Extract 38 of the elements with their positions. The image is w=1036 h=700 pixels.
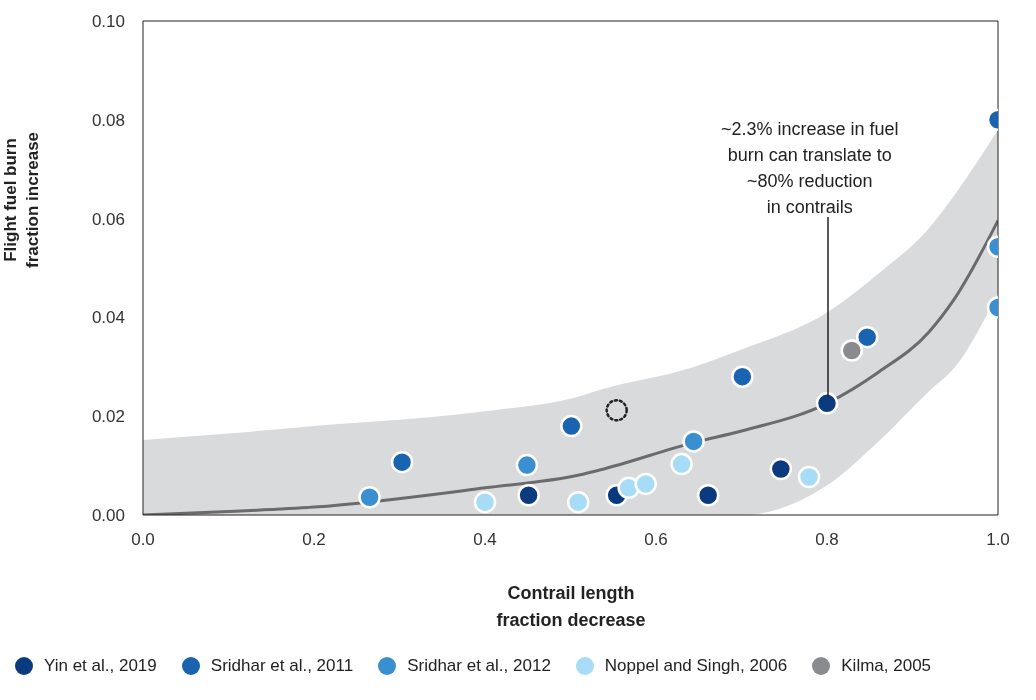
y-tick-label: 0.06	[91, 209, 125, 229]
x-tick-label: 0.6	[644, 530, 668, 550]
y-tick-label: 0.00	[91, 506, 125, 526]
point	[560, 414, 583, 438]
legend-label: Yin et al., 2019	[44, 656, 157, 676]
legend-label: Sridhar et al., 2011	[210, 656, 354, 676]
legend-label: Sridhar et al., 2012	[407, 656, 551, 676]
point	[731, 365, 754, 388]
x-tick-label: 1.0	[986, 530, 1010, 550]
x-tick-label: 0.4	[473, 530, 497, 550]
point	[797, 465, 821, 489]
x-tick-label: 0.2	[302, 530, 326, 550]
point	[670, 452, 693, 476]
point	[769, 457, 793, 481]
point	[605, 399, 628, 422]
y-tick-label: 0.08	[91, 110, 125, 130]
point	[634, 472, 657, 496]
x-tick-label: 0.0	[131, 530, 155, 550]
x-axis-title: Contrail length fraction decrease	[495, 582, 647, 632]
point	[473, 490, 497, 514]
point	[517, 483, 540, 507]
point	[682, 430, 705, 453]
point	[566, 490, 590, 514]
y-tick-label: 0.04	[91, 308, 125, 328]
y-axis-title: Flight fuel burn fraction increase	[0, 131, 43, 268]
point	[358, 485, 381, 509]
legend-label: Noppel and Singh, 2006	[604, 656, 788, 676]
point	[390, 450, 414, 474]
y-tick-label: 0.02	[91, 407, 125, 427]
annotation: ~2.3% increase in fuel burn can translate to ~80% reduction in contrails	[720, 118, 900, 220]
point	[855, 325, 879, 349]
point	[815, 392, 839, 415]
y-tick-label: 0.10	[91, 12, 125, 32]
x-tick-label: 0.8	[815, 530, 839, 550]
point	[840, 339, 864, 362]
point	[515, 453, 539, 477]
point	[696, 483, 720, 507]
legend-label: Kilma, 2005	[841, 656, 932, 676]
